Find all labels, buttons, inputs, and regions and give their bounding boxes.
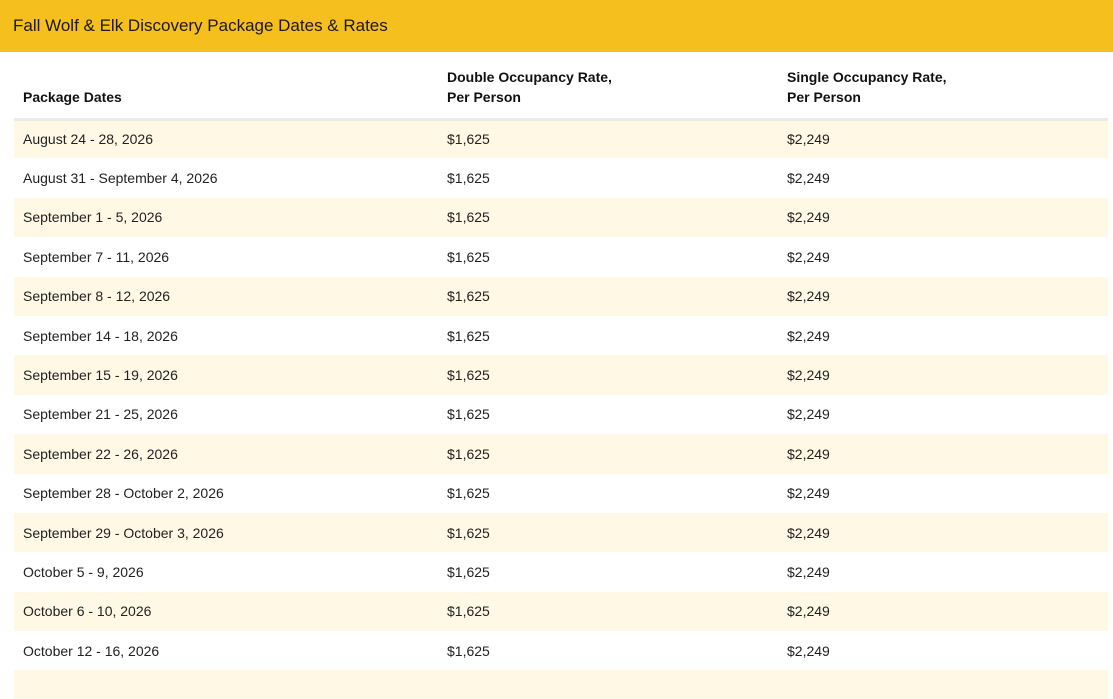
column-header-double-occupancy: Double Occupancy Rate, Per Person xyxy=(438,52,778,121)
cell-single-rate: $2,249 xyxy=(787,131,830,148)
table-row: September 15 - 19, 2026 $1,625 $2,249 xyxy=(14,355,1108,395)
column-header-line: Package Dates xyxy=(23,88,122,105)
table-row: August 24 - 28, 2026 $1,625 $2,249 xyxy=(14,119,1108,159)
cell-single-rate: $2,249 xyxy=(787,524,830,541)
cell-package-dates: October 5 - 9, 2026 xyxy=(23,563,144,580)
cell-package-dates: September 14 - 18, 2026 xyxy=(23,327,178,344)
cell-single-rate: $2,249 xyxy=(787,406,830,423)
cell-double-rate xyxy=(438,670,778,699)
cell-double-rate: $1,625 xyxy=(447,406,490,423)
cell-single-rate: $2,249 xyxy=(787,288,830,305)
cell-double-rate: $1,625 xyxy=(447,367,490,384)
table-row: August 31 - September 4, 2026 $1,625 $2,24… xyxy=(14,158,1108,198)
cell-single-rate: $2,249 xyxy=(787,445,830,462)
cell-double-rate: $1,625 xyxy=(447,209,490,226)
column-header-line: Per Person xyxy=(447,88,521,105)
column-header-single-occupancy: Single Occupancy Rate, Per Person xyxy=(778,52,1108,121)
rates-table-container: Package Dates Double Occupancy Rate, Per… xyxy=(14,52,1108,699)
cell-double-rate: $1,625 xyxy=(447,288,490,305)
table-row: September 1 - 5, 2026 $1,625 $2,249 xyxy=(14,197,1108,238)
table-row: September 21 - 25, 2026 $1,625 $2,249 xyxy=(14,394,1108,435)
rates-table: Package Dates Double Occupancy Rate, Per… xyxy=(14,52,1108,699)
table-row: October 6 - 10, 2026 $1,625 $2,249 xyxy=(14,591,1108,632)
page-title: Fall Wolf & Elk Discovery Package Dates … xyxy=(13,16,388,35)
table-header: Package Dates Double Occupancy Rate, Per… xyxy=(14,52,1108,121)
cell-package-dates: August 31 - September 4, 2026 xyxy=(23,170,218,187)
cell-package-dates: September 8 - 12, 2026 xyxy=(23,288,171,305)
table-row: September 28 - October 2, 2026 $1,625 $2,2… xyxy=(14,473,1108,513)
cell-package-dates: September 1 - 5, 2026 xyxy=(23,209,163,226)
table-header-row: Package Dates Double Occupancy Rate, Per… xyxy=(14,52,1108,121)
cell-single-rate: $2,249 xyxy=(787,327,830,344)
cell-double-rate: $1,625 xyxy=(447,563,490,580)
cell-double-rate: $1,625 xyxy=(447,131,490,148)
table-row: September 7 - 11, 2026 $1,625 $2,249 xyxy=(14,237,1108,277)
cell-single-rate: $2,249 xyxy=(787,642,830,659)
cell-package-dates: September 28 - October 2, 2026 xyxy=(23,485,224,502)
table-row: October 5 - 9, 2026 $1,625 $2,249 xyxy=(14,552,1108,592)
table-row: September 29 - October 3, 2026 $1,625 $2,2… xyxy=(14,512,1108,553)
cell-package-dates: September 15 - 19, 2026 xyxy=(23,367,178,384)
cell-package-dates: September 21 - 25, 2026 xyxy=(23,406,178,423)
cell-package-dates: September 29 - October 3, 2026 xyxy=(23,524,224,541)
cell-single-rate: $2,249 xyxy=(787,170,830,187)
cell-single-rate: $2,249 xyxy=(787,485,830,502)
cell-double-rate: $1,625 xyxy=(447,485,490,502)
cell-package-dates xyxy=(14,670,438,699)
cell-double-rate: $1,625 xyxy=(447,524,490,541)
column-header-line: Per Person xyxy=(787,88,861,105)
cell-double-rate: $1,625 xyxy=(447,603,490,620)
column-header-line: Single Occupancy Rate, xyxy=(787,68,947,85)
title-bar: Fall Wolf & Elk Discovery Package Dates … xyxy=(0,0,1113,52)
table-row: September 22 - 26, 2026 $1,625 $2,249 xyxy=(14,434,1108,474)
table-row: September 14 - 18, 2026 $1,625 $2,249 xyxy=(14,315,1108,356)
cell-single-rate: $2,249 xyxy=(787,367,830,384)
cell-package-dates: August 24 - 28, 2026 xyxy=(23,131,153,148)
table-row: October 12 - 16, 2026 $1,625 $2,249 xyxy=(14,631,1108,671)
cell-package-dates: September 7 - 11, 2026 xyxy=(23,248,170,265)
cell-single-rate: $2,249 xyxy=(787,248,830,265)
cell-package-dates: October 12 - 16, 2026 xyxy=(23,642,160,659)
cell-single-rate xyxy=(778,670,1108,699)
column-header-package-dates: Package Dates xyxy=(14,52,438,121)
table-row xyxy=(14,670,1108,699)
table-row: September 8 - 12, 2026 $1,625 $2,249 xyxy=(14,276,1108,316)
cell-package-dates: October 6 - 10, 2026 xyxy=(23,603,152,620)
cell-package-dates: September 22 - 26, 2026 xyxy=(23,445,178,462)
cell-single-rate: $2,249 xyxy=(787,563,830,580)
cell-double-rate: $1,625 xyxy=(447,327,490,344)
table-body: August 24 - 28, 2026 $1,625 $2,249 August 3… xyxy=(14,119,1108,699)
cell-double-rate: $1,625 xyxy=(447,170,490,187)
cell-double-rate: $1,625 xyxy=(447,248,490,265)
cell-single-rate: $2,249 xyxy=(787,209,830,226)
cell-single-rate: $2,249 xyxy=(787,603,830,620)
column-header-line: Double Occupancy Rate, xyxy=(447,68,612,85)
cell-double-rate: $1,625 xyxy=(447,642,490,659)
cell-double-rate: $1,625 xyxy=(447,445,490,462)
